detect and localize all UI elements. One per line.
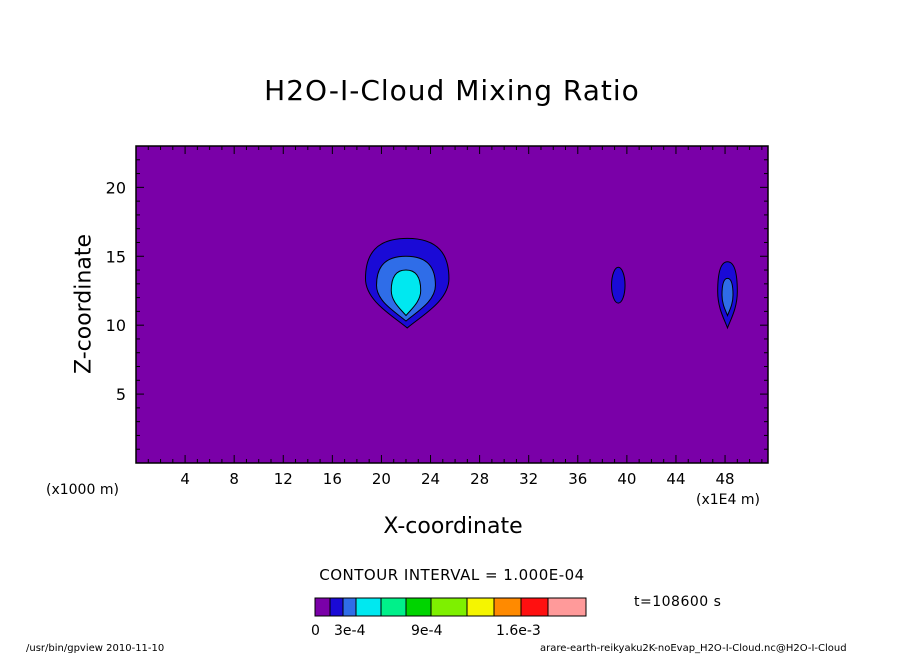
- plot-frame: [135, 145, 769, 464]
- colorbar: [314, 597, 587, 617]
- colorbar-label: 1.6e-3: [496, 623, 541, 639]
- colorbar-swatch: [314, 597, 331, 617]
- colorbar-swatch: [520, 597, 549, 617]
- plot-background: [136, 146, 768, 463]
- x-axis-label: X-coordinate: [383, 514, 523, 539]
- contour-level-1: [611, 266, 626, 304]
- plot-area: [136, 146, 768, 463]
- x-tick-label: 24: [421, 470, 440, 488]
- x-tick-label: 16: [323, 470, 342, 488]
- colorbar-swatch: [430, 597, 468, 617]
- colorbar-label: 9e-4: [411, 623, 443, 639]
- x-tick-label: 20: [372, 470, 391, 488]
- colorbar-label: 3e-4: [334, 623, 366, 639]
- chart-title: H2O-I-Cloud Mixing Ratio: [264, 74, 640, 107]
- y-tick-label: 20: [106, 178, 126, 197]
- y-axis-label: Z-coordinate: [71, 234, 97, 374]
- contour-interval-label: CONTOUR INTERVAL = 1.000E-04: [319, 566, 585, 584]
- x-axis-unit: (x1000 m): [46, 482, 119, 498]
- x-tick-label: 40: [617, 470, 636, 488]
- x-tick-label: 12: [274, 470, 293, 488]
- colorbar-swatch: [342, 597, 357, 617]
- x-tick-label: 44: [666, 470, 685, 488]
- contour-level-2: [721, 277, 734, 317]
- y-tick-label: 15: [106, 247, 126, 266]
- colorbar-swatch: [547, 597, 587, 617]
- x-tick-label: 36: [568, 470, 587, 488]
- x-tick-label: 28: [470, 470, 489, 488]
- colorbar-swatch: [466, 597, 495, 617]
- colorbar-swatch: [355, 597, 382, 617]
- colorbar-swatch: [493, 597, 522, 617]
- footer-left: /usr/bin/gpview 2010-11-10: [26, 643, 165, 654]
- contour-layer: [364, 237, 738, 330]
- y-tick-label: 5: [116, 385, 126, 404]
- y-axis-ticks: 5 10 15 20: [106, 159, 768, 450]
- plot-border: [135, 145, 769, 464]
- x-tick-label: 48: [716, 470, 735, 488]
- colorbar-swatch: [329, 597, 344, 617]
- x-axis-unit-secondary: (x1E4 m): [696, 492, 760, 508]
- y-tick-label: 10: [106, 316, 126, 335]
- colorbar-swatch: [405, 597, 432, 617]
- time-label: t=108600 s: [634, 594, 722, 610]
- x-tick-label: 4: [180, 470, 190, 488]
- x-tick-label: 32: [519, 470, 538, 488]
- contour-level-3: [390, 269, 422, 317]
- colorbar-swatch: [380, 597, 407, 617]
- colorbar-label: 0: [311, 623, 320, 639]
- footer-right: arare-earth-reikyaku2K-noEvap_H2O-I-Clou…: [540, 643, 847, 654]
- x-axis-ticks: 4 8 12 16 20 24 28 32 36 40 44 48: [147, 146, 763, 488]
- x-tick-label: 8: [229, 470, 239, 488]
